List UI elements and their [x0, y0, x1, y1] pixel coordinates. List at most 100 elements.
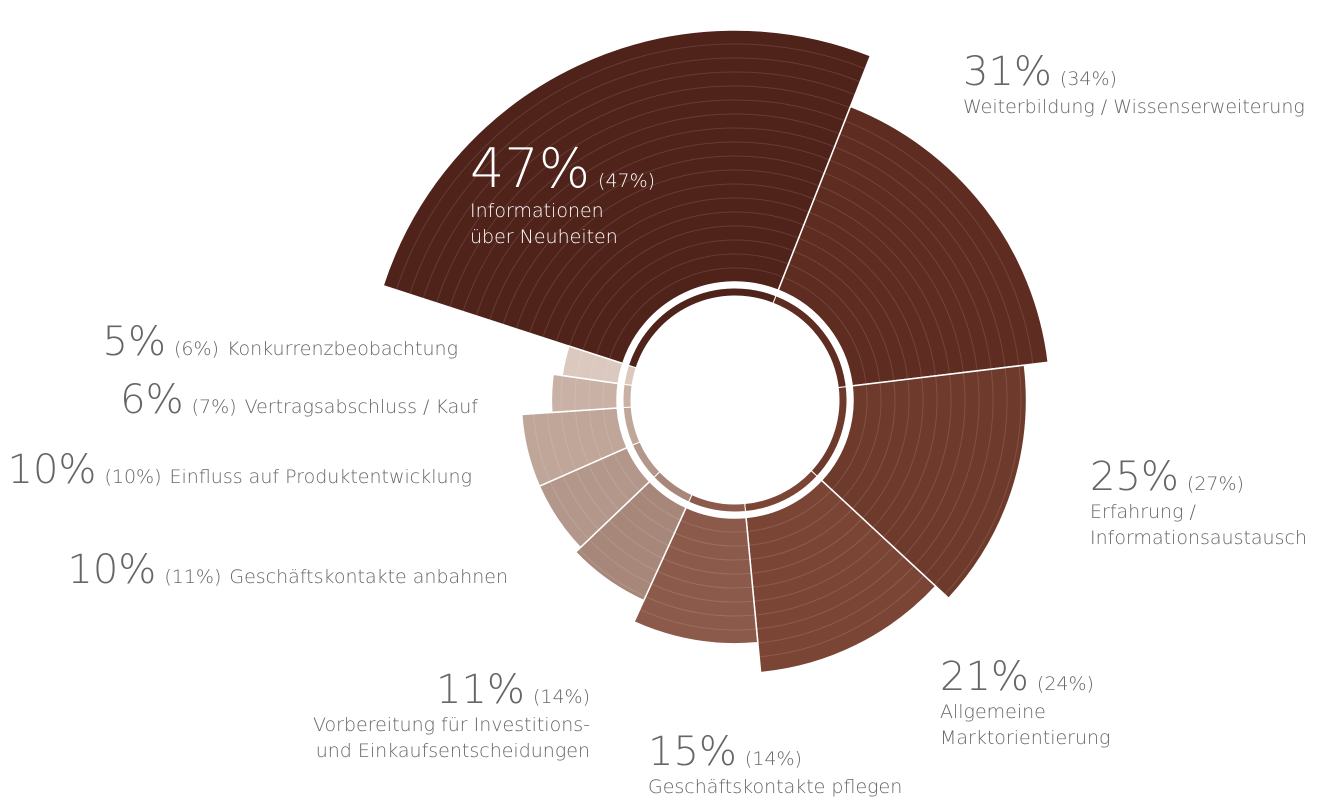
data-label: 31% (34%) Weiterbildung / Wissenserweiteru…	[963, 50, 1305, 120]
ring-line	[560, 411, 577, 471]
ring-line	[502, 155, 825, 325]
inner-ring	[622, 406, 641, 446]
ring-line	[844, 120, 1034, 365]
ring-line	[747, 489, 833, 532]
ring-line	[913, 370, 980, 567]
ring-line	[892, 374, 952, 548]
category-label: Vertragsabschluss / Kauf	[244, 396, 478, 418]
category-label: Erfahrung /	[1090, 501, 1196, 523]
ring-line	[475, 127, 835, 317]
previous-label: (7%)	[191, 396, 237, 418]
ring-line	[422, 71, 856, 299]
previous-label: (14%)	[532, 686, 590, 708]
ring-line	[588, 464, 620, 511]
value-row: 10% (10%) Einfluss auf Produktentwicklung	[8, 448, 472, 492]
ring-line	[756, 556, 904, 630]
ring-line	[751, 518, 863, 574]
previous-label: (27%)	[1186, 473, 1244, 495]
ring-line	[674, 532, 749, 547]
ring-line	[841, 382, 882, 500]
data-label: 11% (14%) Vorbereitung für Investitions-un…	[313, 668, 590, 764]
ring-line	[668, 545, 751, 561]
ring-line	[549, 481, 590, 540]
value-label: 10%	[67, 547, 157, 593]
ring-line	[834, 146, 1006, 368]
data-label: 6% (7%) Vertragsabschluss / Kauf	[120, 378, 478, 422]
ring-line	[613, 452, 640, 492]
ring-line	[748, 498, 843, 546]
data-label: 47% (47%) Informationen über Neuheiten	[470, 140, 655, 250]
previous-label: (11%)	[164, 566, 222, 588]
ring-line	[923, 369, 994, 576]
ring-line	[588, 409, 602, 460]
value-row: 31% (34%)	[963, 50, 1305, 94]
previous-label: (24%)	[1036, 673, 1094, 695]
ring-line	[576, 350, 584, 378]
category-label: Weiterbildung / Wissenserweiterung	[963, 96, 1305, 118]
category-label: Informationen	[470, 200, 604, 222]
previous-label: (10%)	[104, 466, 162, 488]
ring-line	[824, 172, 978, 371]
ring-line	[639, 608, 757, 631]
ring-line	[608, 267, 784, 360]
ring-line	[602, 408, 615, 454]
ring-line	[753, 537, 884, 602]
ring-line	[788, 263, 881, 383]
ring-line	[449, 99, 846, 308]
ring-line	[757, 565, 915, 644]
sector	[777, 105, 1050, 387]
category-label: über Neuheiten	[470, 226, 618, 248]
ring-line	[755, 546, 894, 616]
ring-line	[749, 508, 853, 560]
sector	[561, 345, 624, 385]
value-label: 21%	[940, 654, 1029, 700]
category-label: Einfluss auf Produktentwicklung	[169, 466, 473, 488]
value-row: 6% (7%) Vertragsabschluss / Kauf	[120, 378, 478, 422]
ring-line	[618, 510, 669, 547]
ring-line	[829, 159, 992, 370]
ring-line	[600, 458, 630, 502]
ring-line	[603, 359, 610, 382]
ring-line	[813, 198, 950, 375]
ring-line	[409, 57, 861, 295]
ring-line	[651, 583, 754, 603]
ring-line	[645, 596, 756, 617]
sector	[633, 506, 759, 645]
data-label: 5% (6%) Konkurrenzbeobachtung	[103, 320, 459, 364]
ring-line	[629, 500, 675, 534]
ring-line	[598, 529, 658, 572]
ring-line	[574, 410, 590, 465]
ring-line	[462, 113, 840, 312]
ring-line	[752, 527, 874, 588]
previous-label: (14%)	[744, 748, 802, 770]
ring-line	[903, 372, 966, 557]
value-label: 25%	[1090, 454, 1179, 500]
value-label: 10%	[7, 447, 97, 493]
category-label: Geschäftskontakte anbahnen	[229, 566, 508, 588]
ring-line	[680, 519, 748, 533]
category-label: Allgemeine	[940, 701, 1046, 723]
ring-line	[944, 365, 1022, 595]
ring-line	[489, 141, 830, 321]
ring-line	[588, 539, 652, 585]
category-label: Informationsaustausch	[1090, 527, 1307, 549]
ring-line	[546, 412, 564, 476]
ring-line	[578, 548, 646, 598]
inner-ring	[687, 494, 747, 513]
value-label: 31%	[963, 49, 1052, 95]
value-row: 11% (14%)	[313, 668, 590, 712]
ring-line	[589, 354, 597, 380]
category-label: Konkurrenzbeobachtung	[226, 338, 458, 360]
ring-line	[542, 197, 810, 338]
ring-line	[555, 211, 805, 343]
value-label: 15%	[648, 729, 737, 775]
data-label: 25% (27%) Erfahrung / Informationsaustausch	[1090, 455, 1307, 551]
category-label: Geschäftskontakte pflegen	[648, 776, 903, 798]
value-row: 25% (27%)	[1090, 455, 1307, 499]
data-label: 15% (14%) Geschäftskontakte pflegen	[648, 730, 902, 800]
ring-line	[662, 557, 752, 575]
data-label: 21% (24%) Allgemeine Marktorientierung	[940, 655, 1110, 751]
ring-line	[532, 413, 551, 482]
